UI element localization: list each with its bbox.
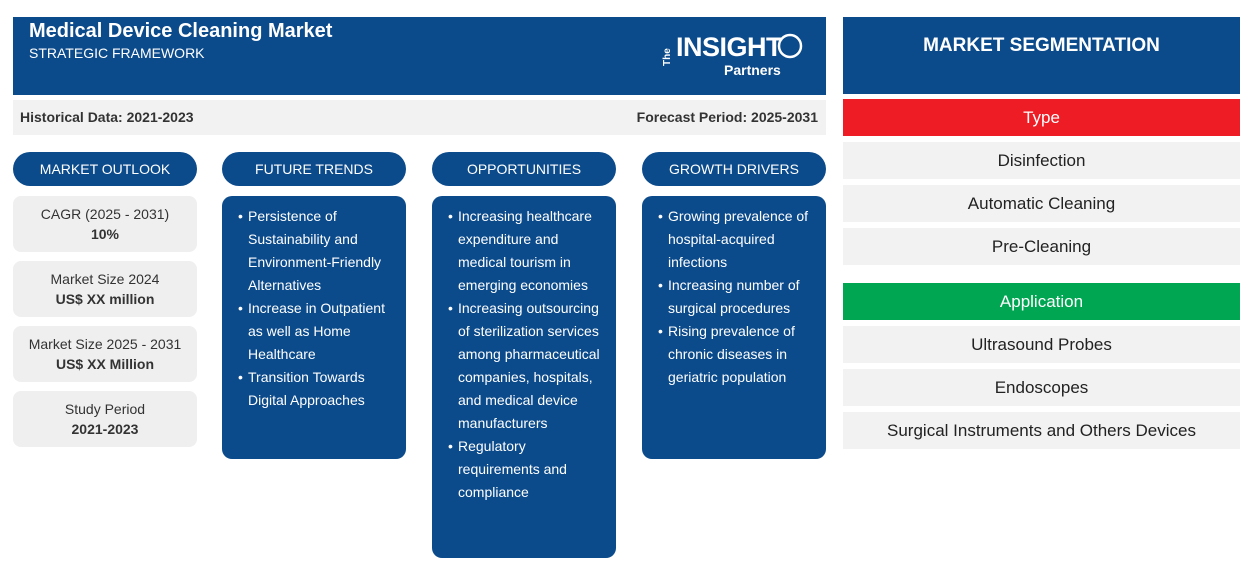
segment-item-ultrasound-probes: Ultrasound Probes <box>843 326 1240 363</box>
outlook-card-market-size-2024: Market Size 2024 US$ XX million <box>13 261 197 317</box>
outlook-card-study-period: Study Period 2021-2023 <box>13 391 197 447</box>
list-item: Regulatory requirements and compliance <box>448 435 608 504</box>
outlook-card-value: 2021-2023 <box>71 421 139 437</box>
outlook-card-value: US$ XX Million <box>55 356 154 372</box>
list-item: Increasing healthcare expenditure and me… <box>448 205 608 297</box>
opportunities-header: OPPORTUNITIES <box>432 152 616 186</box>
segment-item-automatic-cleaning: Automatic Cleaning <box>843 185 1240 222</box>
future-trends-list: Persistence of Sustainability and Enviro… <box>222 196 406 459</box>
list-item: Rising prevalence of chronic diseases in… <box>658 320 818 389</box>
outlook-card-market-size-2025-2031: Market Size 2025 - 2031 US$ XX Million <box>13 326 197 382</box>
logo-the-text: The <box>662 48 673 66</box>
list-item: Increasing number of surgical procedures <box>658 274 818 320</box>
list-item: Increasing outsourcing of sterilization … <box>448 297 608 435</box>
logo-insight-text: INSIGHT <box>676 32 783 62</box>
outlook-card-value: US$ XX million <box>55 291 155 307</box>
forecast-period: Forecast Period: 2025-2031 <box>636 109 818 125</box>
segment-type-header: Type <box>843 99 1240 136</box>
header-banner <box>13 17 826 95</box>
outlook-card-label: Market Size 2024 <box>50 271 160 287</box>
growth-drivers-header: GROWTH DRIVERS <box>642 152 826 186</box>
growth-drivers-list: Growing prevalence of hospital-acquired … <box>642 196 826 459</box>
period-bar <box>13 100 826 135</box>
page-subtitle: STRATEGIC FRAMEWORK <box>29 45 205 61</box>
list-item: Growing prevalence of hospital-acquired … <box>658 205 818 274</box>
logo-ring-icon <box>777 33 803 59</box>
list-item: Persistence of Sustainability and Enviro… <box>238 205 398 297</box>
outlook-card-label: Market Size 2025 - 2031 <box>28 336 182 352</box>
outlook-card-label: CAGR (2025 - 2031) <box>40 206 170 222</box>
segment-item-endoscopes: Endoscopes <box>843 369 1240 406</box>
market-segmentation-header: MARKET SEGMENTATION <box>843 17 1240 94</box>
opportunities-list: Increasing healthcare expenditure and me… <box>432 196 616 558</box>
segment-item-disinfection: Disinfection <box>843 142 1240 179</box>
market-outlook-header: MARKET OUTLOOK <box>13 152 197 186</box>
logo-partners-text: Partners <box>724 62 781 78</box>
segment-item-pre-cleaning: Pre-Cleaning <box>843 228 1240 265</box>
list-item: Transition Towards Digital Approaches <box>238 366 398 412</box>
page-title: Medical Device Cleaning Market <box>29 20 333 42</box>
insight-partners-logo: The INSIGHT Partners <box>662 30 807 82</box>
list-item: Increase in Outpatient as well as Home H… <box>238 297 398 366</box>
outlook-card-label: Study Period <box>64 401 146 417</box>
historical-data: Historical Data: 2021-2023 <box>20 109 194 125</box>
future-trends-header: FUTURE TRENDS <box>222 152 406 186</box>
segment-item-surgical-instruments: Surgical Instruments and Others Devices <box>843 412 1240 449</box>
segment-application-header: Application <box>843 283 1240 320</box>
outlook-card-value: 10% <box>90 226 120 242</box>
outlook-card-cagr: CAGR (2025 - 2031) 10% <box>13 196 197 252</box>
